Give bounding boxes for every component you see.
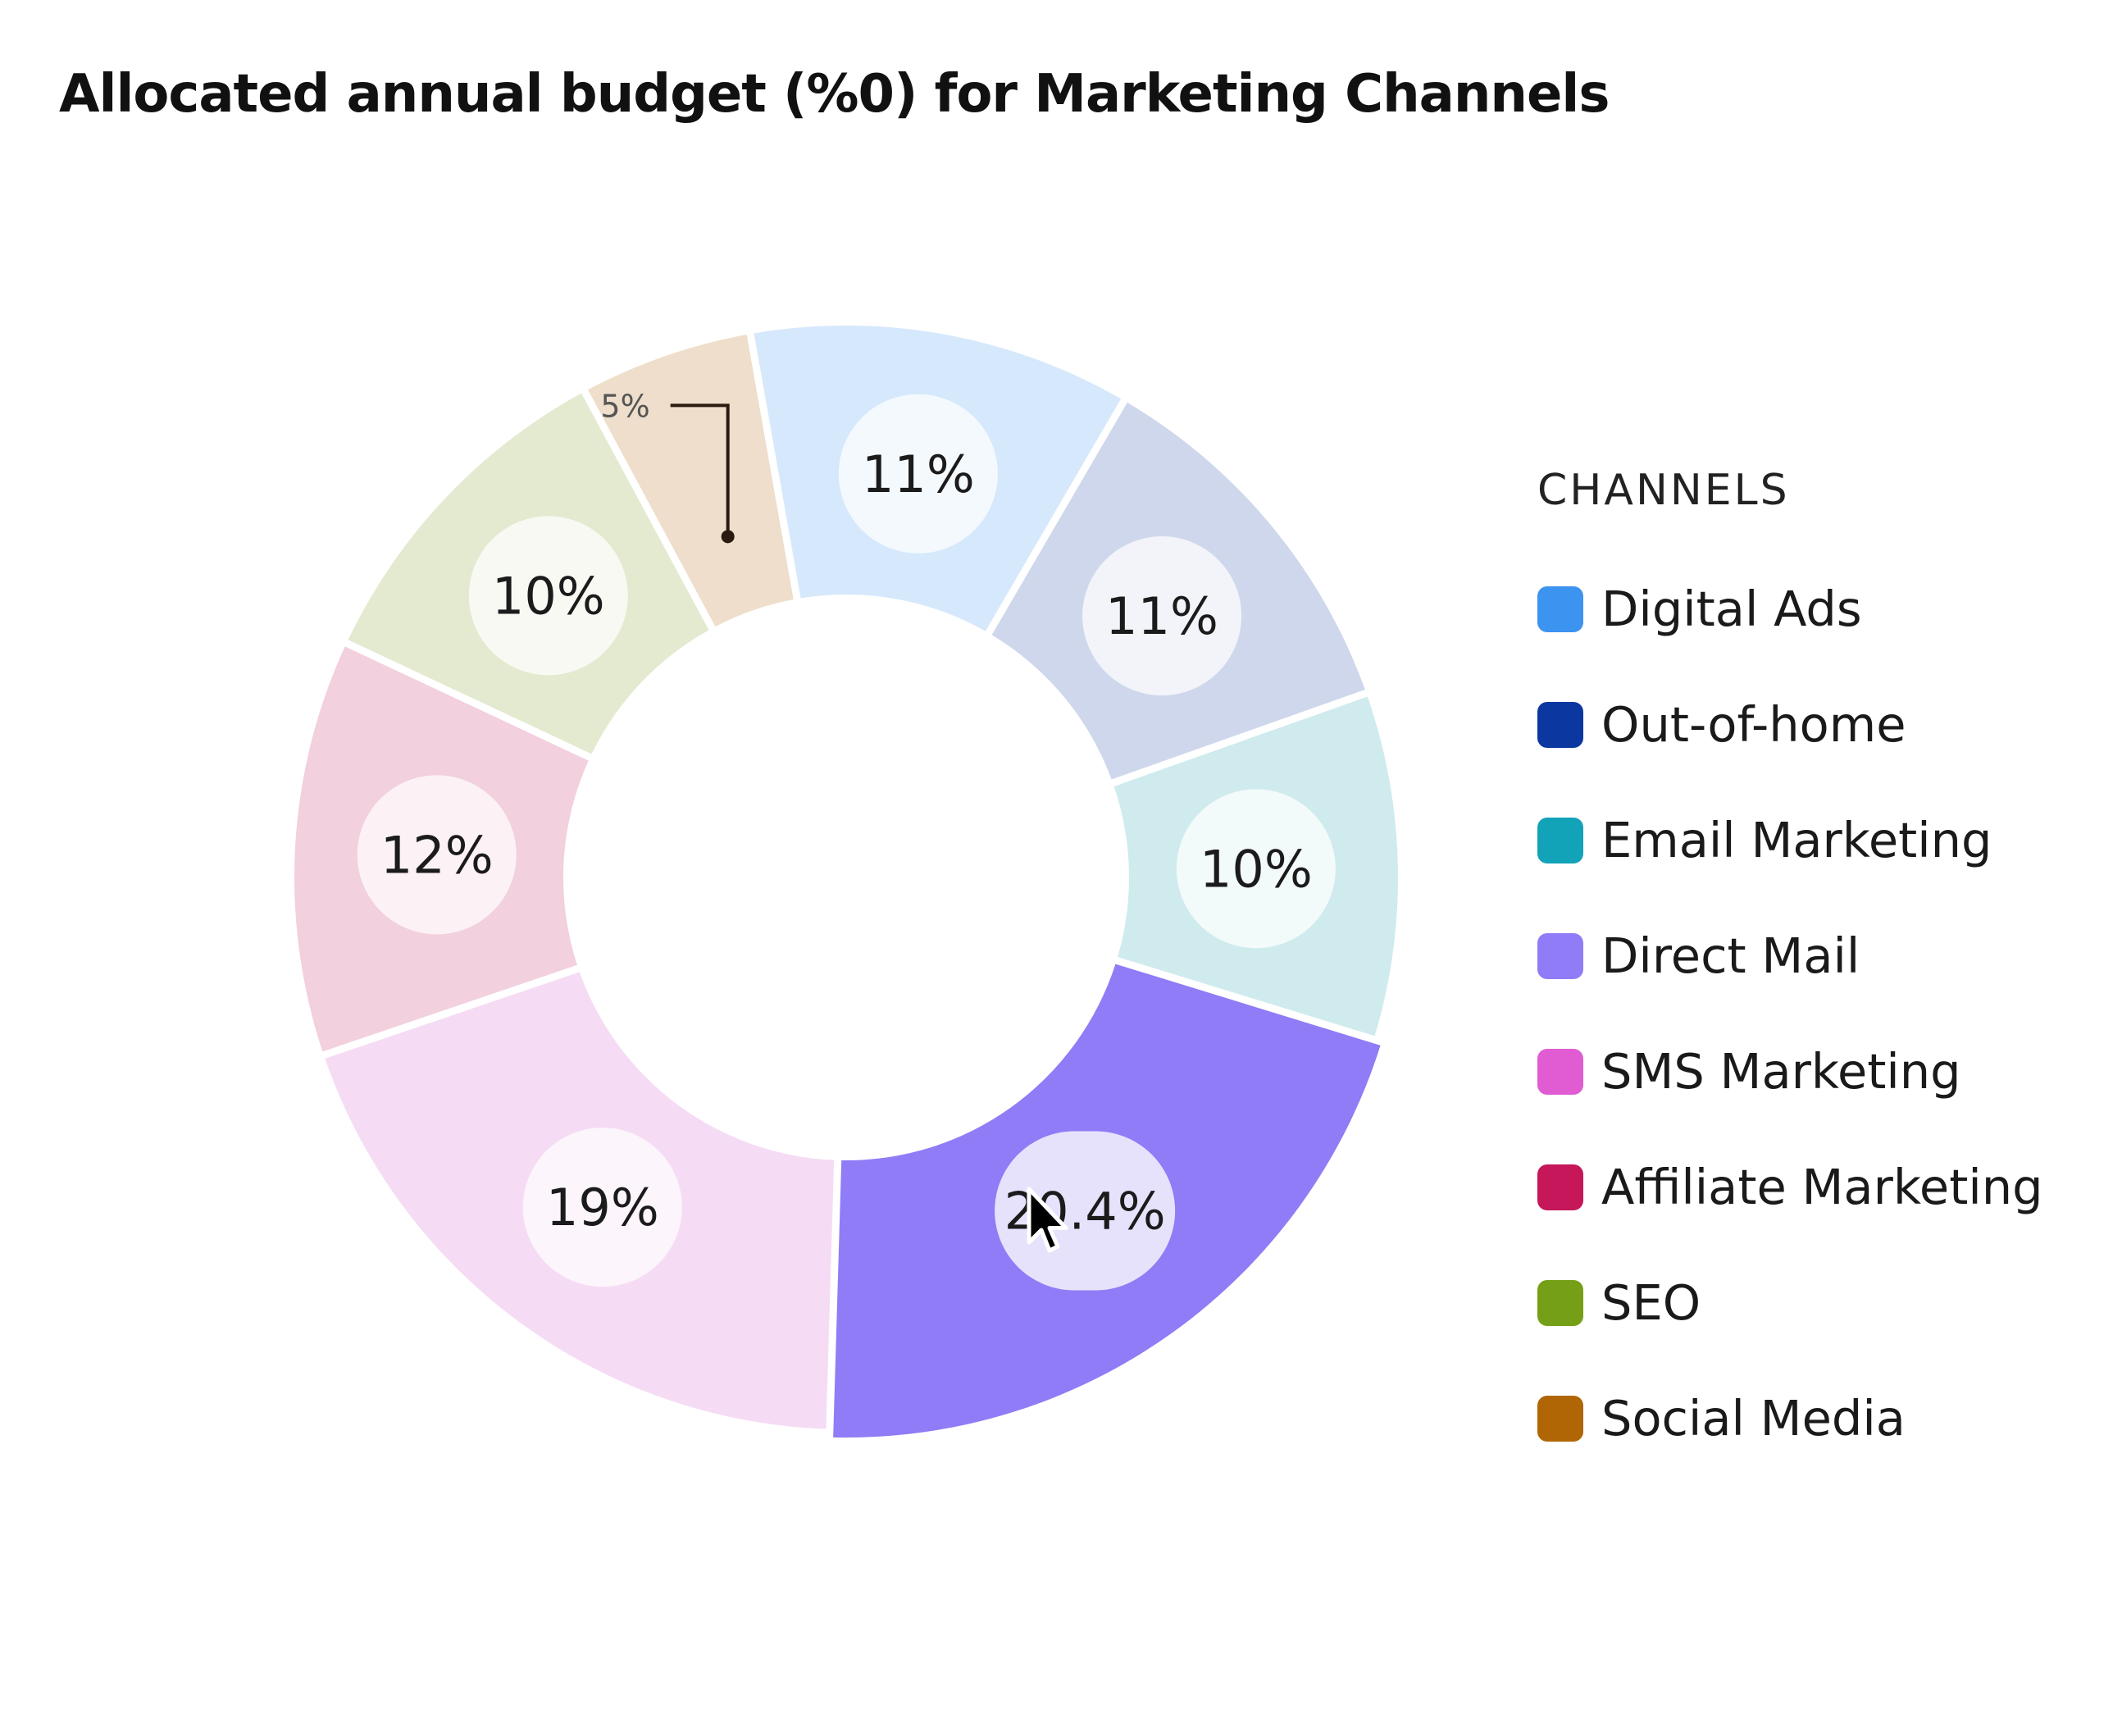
label-badge xyxy=(995,1131,1176,1291)
legend-label: Affiliate Marketing xyxy=(1601,1159,2043,1215)
legend-label: Social Media xyxy=(1601,1390,1906,1447)
legend-swatch xyxy=(1537,817,1583,863)
label-badge xyxy=(838,394,998,554)
data-label: 19% xyxy=(546,1178,659,1237)
data-label: 10% xyxy=(1200,839,1313,899)
legend-swatch xyxy=(1537,1395,1583,1442)
legend-label: SEO xyxy=(1601,1274,1701,1331)
data-label: 11% xyxy=(862,444,975,504)
legend-label: Email Marketing xyxy=(1601,812,1992,868)
legend-swatch xyxy=(1537,1164,1583,1210)
label-badge xyxy=(468,516,628,676)
legend-item[interactable]: Digital Ads xyxy=(1537,551,2043,667)
data-label: 10% xyxy=(492,566,605,626)
data-label: 11% xyxy=(1105,586,1218,646)
legend-label: Digital Ads xyxy=(1601,581,1862,637)
callout-line xyxy=(670,403,730,537)
legend-item[interactable]: SMS Marketing xyxy=(1537,1014,2043,1129)
legend-swatch xyxy=(1537,586,1583,632)
label-badge xyxy=(1176,789,1336,949)
pie-slice-social-media[interactable] xyxy=(587,335,794,627)
legend-item[interactable]: Direct Mail xyxy=(1537,898,2043,1014)
legend: CHANNELS Digital Ads Out-of-home Email Mar… xyxy=(1537,466,2043,1476)
legend-title: CHANNELS xyxy=(1537,466,1790,515)
label-badge xyxy=(1082,536,1242,696)
legend-swatch xyxy=(1537,1279,1583,1326)
legend-item[interactable]: SEO xyxy=(1537,1245,2043,1360)
legend-label: Out-of-home xyxy=(1601,696,1906,753)
label-badge xyxy=(357,775,517,935)
mouse-cursor-icon xyxy=(1027,1187,1068,1253)
legend-swatch xyxy=(1537,1048,1583,1095)
donut-chart: 11%11%10%20.4%19%12%10%5% xyxy=(294,325,1398,1438)
data-label: 5% xyxy=(600,388,649,424)
chart-title: Allocated annual budget (%0) for Marketi… xyxy=(59,64,1610,125)
legend-item[interactable]: Social Media xyxy=(1537,1360,2043,1476)
legend-item[interactable]: Email Marketing xyxy=(1537,782,2043,898)
legend-item[interactable]: Affiliate Marketing xyxy=(1537,1129,2043,1245)
legend-label: Direct Mail xyxy=(1601,927,1860,984)
label-badge xyxy=(522,1128,682,1287)
legend-swatch xyxy=(1537,932,1583,979)
legend-swatch xyxy=(1537,701,1583,748)
legend-label: SMS Marketing xyxy=(1601,1043,1961,1100)
legend-item[interactable]: Out-of-home xyxy=(1537,667,2043,782)
data-label: 12% xyxy=(380,825,494,885)
